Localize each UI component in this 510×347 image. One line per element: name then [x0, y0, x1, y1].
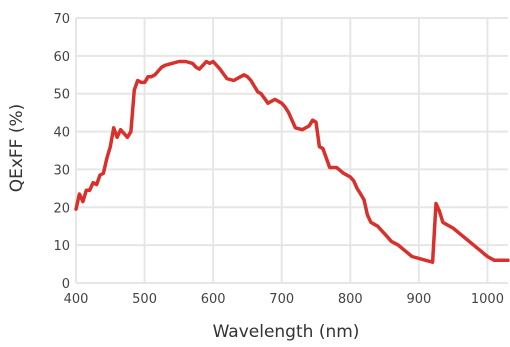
- y-tick-label-20: 20: [53, 201, 70, 216]
- series-line-0: [74, 59, 510, 264]
- y-tick-label-0: 0: [62, 277, 70, 292]
- x-tick-label-600: 600: [201, 292, 226, 307]
- x-tick-label-900: 900: [406, 292, 431, 307]
- x-tick-labels: 400 500 600 700 800 900 1000: [64, 292, 504, 307]
- y-tick-label-60: 60: [53, 50, 70, 65]
- y-tick-label-30: 30: [53, 163, 70, 178]
- x-tick-label-400: 400: [64, 292, 89, 307]
- grid: [75, 17, 508, 284]
- x-tick-label-700: 700: [269, 292, 294, 307]
- y-tick-labels: 0 10 20 30 40 50 60 70: [53, 12, 70, 292]
- y-tick-label-50: 50: [53, 88, 70, 103]
- x-tick-label-800: 800: [338, 292, 363, 307]
- y-tick-label-10: 10: [53, 239, 70, 254]
- y-tick-label-40: 40: [53, 126, 70, 141]
- x-axis-title: Wavelength (nm): [213, 322, 360, 342]
- x-tick-label-1000: 1000: [471, 292, 504, 307]
- y-tick-label-70: 70: [53, 12, 70, 27]
- x-tick-label-500: 500: [132, 292, 157, 307]
- series-group: [74, 59, 510, 264]
- y-axis-title: QExFF (%): [7, 104, 27, 193]
